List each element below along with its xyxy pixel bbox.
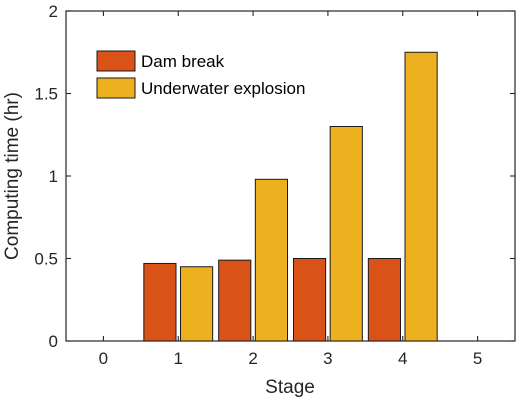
legend-swatch-dam-break <box>96 50 136 72</box>
bar-underwater-explosion-stage-1 <box>179 266 214 342</box>
x-tick-label: 0 <box>99 349 108 368</box>
legend: Dam break Underwater explosion <box>96 50 305 99</box>
ticks-group: 0 1 2 3 4 5 0 0.5 1 1.5 2 <box>34 2 515 368</box>
bar-underwater-explosion-stage-3 <box>329 126 363 342</box>
y-tick-label: 0.5 <box>34 250 58 269</box>
y-tick-label: 1.5 <box>34 85 58 104</box>
bar-dam-break-stage-1 <box>143 262 177 342</box>
x-tick-label: 5 <box>473 349 482 368</box>
legend-label-dam-break: Dam break <box>141 52 225 71</box>
bars-group <box>143 51 438 342</box>
y-tick-label: 2 <box>49 2 58 21</box>
y-axis-label: Computing time (hr) <box>2 92 23 260</box>
x-axis-label: Stage <box>265 377 315 398</box>
bar-dam-break-stage-4 <box>367 258 402 342</box>
y-tick-label: 1 <box>49 167 58 186</box>
x-tick-label: 3 <box>323 349 332 368</box>
bar-dam-break-stage-3 <box>292 258 327 342</box>
legend-label-underwater-explosion: Underwater explosion <box>141 79 305 98</box>
x-tick-label: 2 <box>248 349 257 368</box>
legend-swatch-underwater-explosion <box>96 77 136 99</box>
bar-underwater-explosion-stage-2 <box>254 178 289 342</box>
bar-underwater-explosion-stage-4 <box>404 51 438 342</box>
y-tick-label: 0 <box>49 332 58 351</box>
x-tick-label: 4 <box>398 349 407 368</box>
x-tick-label: 1 <box>174 349 183 368</box>
bar-dam-break-stage-2 <box>218 259 252 342</box>
